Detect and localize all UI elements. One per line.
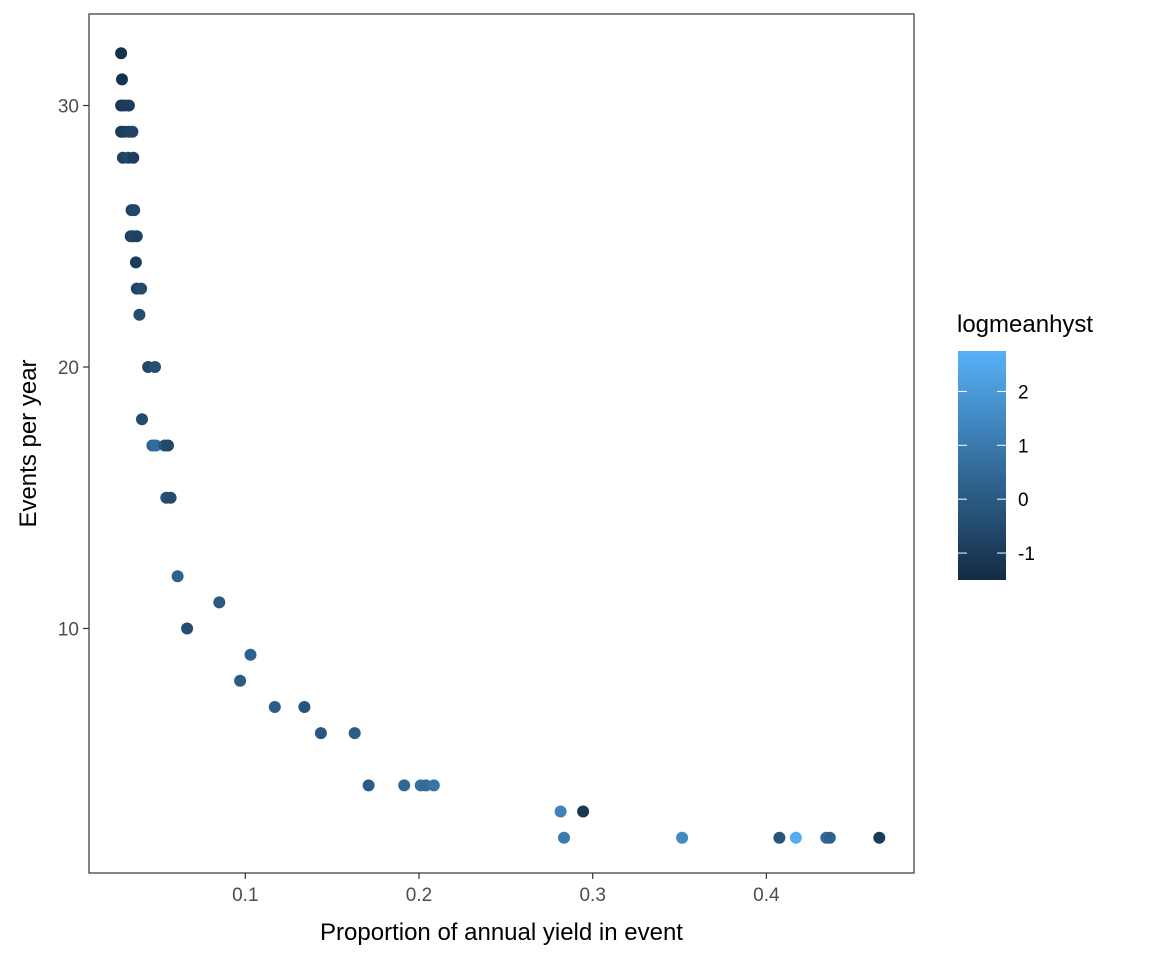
data-point xyxy=(133,308,146,321)
legend-break-label: -1 xyxy=(1018,544,1035,565)
data-point xyxy=(298,701,311,713)
y-axis: 10 20 30 xyxy=(58,97,89,641)
data-point xyxy=(126,125,139,138)
data-point xyxy=(244,648,257,661)
data-point xyxy=(873,831,886,844)
data-point xyxy=(213,596,226,609)
y-axis-title: Events per year xyxy=(15,359,42,527)
data-point xyxy=(162,439,174,452)
x-tick-label: 0.3 xyxy=(579,885,605,906)
plot-panel-border xyxy=(88,13,915,874)
data-point xyxy=(577,805,590,818)
x-tick-label: 0.4 xyxy=(753,885,780,906)
data-point xyxy=(234,674,247,687)
data-point xyxy=(676,831,689,844)
data-point xyxy=(164,491,177,504)
data-point xyxy=(171,570,184,583)
data-point xyxy=(116,73,128,86)
y-tick-label: 10 xyxy=(58,620,79,641)
data-point xyxy=(127,151,140,164)
legend-break-label: 0 xyxy=(1018,490,1029,511)
data-point xyxy=(362,779,375,792)
legend-ticks: -1 0 1 2 xyxy=(958,382,1035,565)
data-point xyxy=(122,99,135,112)
data-point xyxy=(268,701,281,713)
data-point xyxy=(115,47,128,60)
y-tick-label: 20 xyxy=(58,358,79,379)
data-points xyxy=(115,47,886,844)
data-point xyxy=(773,831,786,844)
data-point xyxy=(149,439,162,452)
legend-break-label: 1 xyxy=(1018,436,1029,457)
data-point xyxy=(314,727,327,740)
legend-colorbar xyxy=(958,351,1006,580)
data-point xyxy=(823,831,836,844)
y-tick-label: 30 xyxy=(58,97,79,118)
x-tick-label: 0.1 xyxy=(232,885,258,906)
data-point xyxy=(135,282,148,295)
legend-break-label: 2 xyxy=(1018,382,1029,403)
data-point xyxy=(427,779,440,792)
x-tick-label: 0.2 xyxy=(406,885,432,906)
data-point xyxy=(129,256,142,269)
data-point xyxy=(558,831,570,844)
data-point xyxy=(130,230,143,243)
color-legend: logmeanhyst -1 0 1 2 xyxy=(957,311,1093,580)
data-point xyxy=(398,779,411,792)
data-point xyxy=(348,727,361,740)
legend-title: logmeanhyst xyxy=(957,311,1093,338)
data-point xyxy=(181,622,194,635)
data-point xyxy=(554,805,567,818)
x-axis: 0.1 0.2 0.3 0.4 xyxy=(232,873,780,906)
x-axis-title: Proportion of annual yield in event xyxy=(320,919,683,946)
data-point xyxy=(136,413,148,426)
data-point xyxy=(128,204,141,217)
data-point xyxy=(789,831,802,844)
data-point xyxy=(149,361,161,373)
